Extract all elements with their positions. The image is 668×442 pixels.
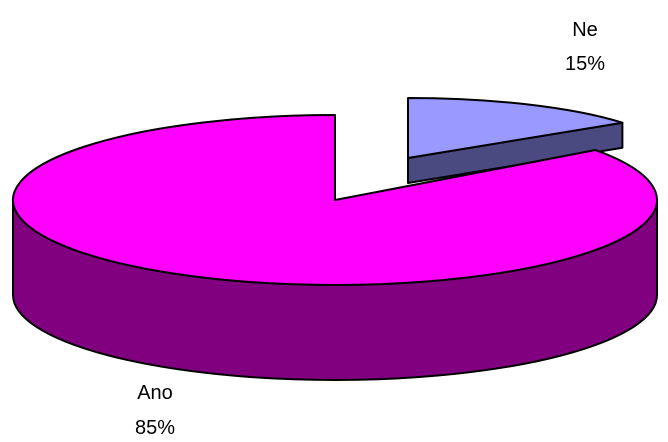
slice-percent-ne: 15%: [565, 53, 605, 75]
slice-label-ne: Ne: [572, 19, 598, 41]
pie-slice-ano-top: [11, 114, 658, 286]
pie-slice-ne-top: [407, 97, 624, 159]
slice-label-ano: Ano: [137, 382, 173, 404]
slice-percent-ano: 85%: [135, 417, 175, 439]
